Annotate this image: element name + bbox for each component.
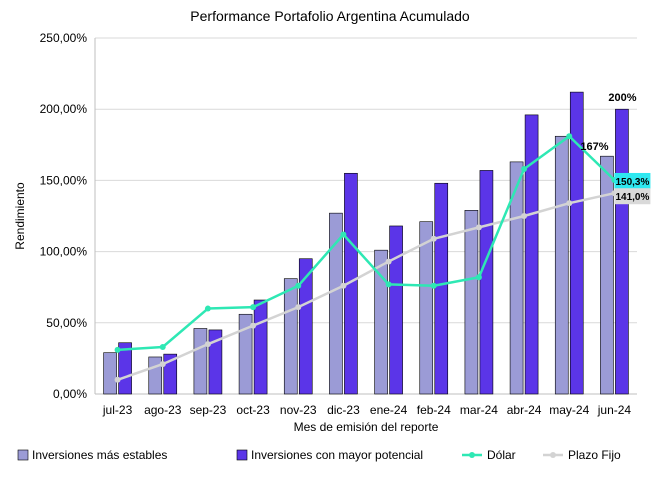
legend-label: Dólar [487,448,516,462]
bar [193,328,208,395]
bar [600,155,614,395]
y-tick-label: 200,00% [40,102,88,116]
line-point [430,235,437,242]
x-tick-label: nov-23 [280,403,317,417]
bar [434,182,449,395]
x-tick-label: feb-24 [417,403,451,417]
line-point [430,282,437,289]
grid [94,37,637,395]
x-tick-label: jul-23 [102,403,133,417]
legend: Inversiones más estables Inversiones con … [17,448,621,462]
legend-item: Inversiones más estables [17,448,167,462]
legend-item: Inversiones con mayor potencial [236,448,423,462]
data-label-bg [614,172,651,189]
line-point [475,274,482,281]
chart-title: Performance Portafolio Argentina Acumula… [190,8,470,24]
line-point [385,281,392,288]
bar [329,212,343,395]
bar [238,313,253,395]
bar [253,299,268,395]
x-tick-label: ene-24 [370,403,408,417]
bar [569,91,584,395]
line-point [340,231,347,238]
line-point [521,166,528,173]
line-point [204,341,211,348]
line-point [295,304,302,311]
line-point [385,258,392,265]
line-point [521,213,528,219]
legend-swatch [17,449,29,461]
legend-marker [550,452,556,458]
line-point [159,344,166,351]
bar [148,356,163,395]
data-label: 141,0% [615,192,649,203]
legend-label: Inversiones más estables [32,448,167,462]
legend-marker [469,452,475,458]
legend-label: Plazo Fijo [568,448,621,462]
y-tick-labels: 0,00% 50,00% 100,00% 150,00% 200,00% 250,00% [40,31,88,401]
bar [524,114,539,395]
bar [283,278,298,395]
x-tick-label: abr-24 [507,403,542,417]
line-point [159,361,166,368]
y-tick-label: 50,00% [46,316,87,330]
bar [118,342,132,395]
bar [479,170,494,395]
bar [103,352,117,395]
bar [389,225,403,395]
y-tick-label: 250,00% [40,31,88,45]
line-point [114,376,121,383]
line-point [204,305,211,312]
data-label-bg [614,188,651,205]
bar [615,108,629,395]
legend-item: Dólar [462,448,516,462]
bar [419,221,434,395]
line-point [114,346,121,353]
series-line [117,191,615,381]
x-tick-label: sep-23 [190,403,227,417]
data-label: 200% [608,92,636,104]
x-tick-label: may-24 [549,403,589,417]
line-point [475,224,482,231]
data-label: 150,3% [615,177,649,188]
series-line [117,135,616,352]
x-tick-label: mar-24 [460,403,498,417]
bar [554,135,569,395]
bar [163,353,178,395]
line-point [250,304,257,311]
y-axis-label: Rendimiento [13,182,27,250]
data-label: 167% [580,141,608,153]
bar [208,329,223,395]
x-tick-labels: jul-23 ago-23 sep-23 oct-23 nov-23 dic-23 ene-… [102,403,632,417]
x-tick-label: dic-23 [327,403,360,417]
annotations: 200% 167% 150,3% 141,0% [580,92,651,205]
line-point [250,322,257,329]
lines [114,133,618,383]
y-tick-label: 150,00% [40,173,88,187]
data-label-box: 150,3% [614,172,651,189]
x-axis-label: Mes de emisión del reporte [294,420,439,434]
data-label-box: 141,0% [614,188,651,205]
line-point [566,133,573,140]
x-tick-label: oct-23 [236,403,270,417]
y-tick-label: 0,00% [53,387,87,401]
legend-label: Inversiones con mayor potencial [251,448,423,462]
line-point [295,282,302,289]
bar [464,210,479,395]
legend-item: Plazo Fijo [543,448,621,462]
line-point [340,282,347,289]
y-tick-label: 100,00% [40,245,88,259]
bars [103,91,629,395]
x-tick-label: jun-24 [597,403,632,417]
line-point [566,200,573,207]
x-tick-label: ago-23 [144,403,182,417]
legend-swatch [236,449,248,461]
bar [298,258,313,395]
bar [374,249,388,395]
